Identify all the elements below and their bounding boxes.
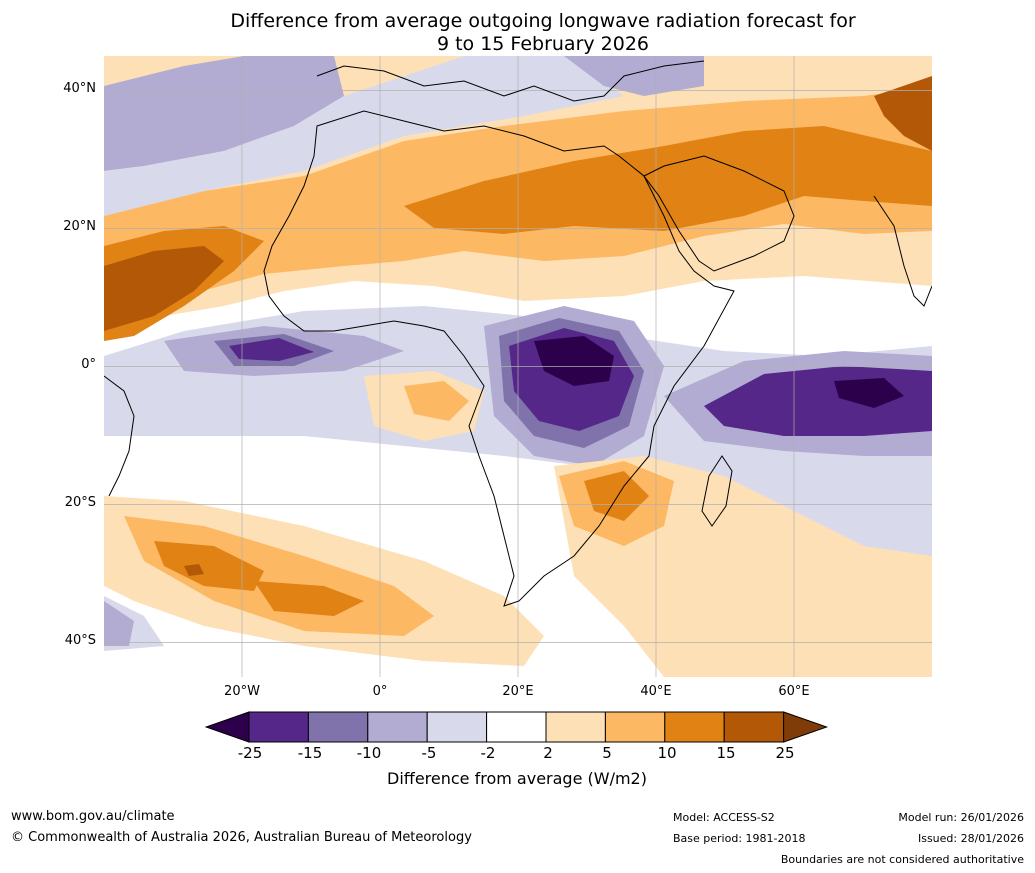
arabia-coastline	[643, 155, 795, 272]
colorbar-title: Difference from average (W/m2)	[387, 769, 647, 788]
anomaly-region-purple-north-atlantic	[104, 56, 344, 171]
anomaly-region-dark-orange-south-atlantic-band	[154, 541, 264, 591]
south-america-coastline	[104, 375, 135, 497]
colorbar-segment	[545, 711, 606, 743]
anomaly-region-purple-europe	[564, 56, 704, 96]
anomaly-region-brown-middle-east	[874, 76, 932, 151]
map-svg	[104, 56, 932, 677]
colorbar-segment	[664, 711, 725, 743]
colorbar-segment	[248, 711, 309, 743]
title-line-2: 9 to 15 February 2026	[436, 33, 650, 55]
anomaly-region-deep-purple-gulf-of-guinea	[229, 338, 314, 361]
colorbar-segment	[723, 711, 785, 743]
colorbar-extend-high	[783, 711, 829, 743]
colorbar-tick-neg5: -5	[421, 744, 437, 762]
europe-coastline	[316, 60, 705, 102]
colorbar-tick-neg25: -25	[237, 744, 263, 762]
colorbar-tick-2: 2	[543, 744, 553, 762]
colorbar-segment	[367, 711, 428, 743]
colorbar	[205, 711, 829, 743]
lon-label-20w: 20°W	[224, 684, 260, 699]
colorbar-segment	[604, 711, 666, 743]
footer-model-run: Model run: 26/01/2026	[898, 811, 1024, 824]
colorbar-tick-neg15: -15	[297, 744, 323, 762]
footer-issued: Issued: 28/01/2026	[917, 832, 1024, 845]
coastlines	[104, 60, 932, 607]
footer-copyright: © Commonwealth of Australia 2026, Austra…	[11, 830, 472, 845]
africa-coastline	[263, 110, 735, 607]
anomaly-region-darkest-purple-central-africa	[534, 336, 614, 386]
lat-label-40n: 40°N	[63, 81, 96, 96]
footer-disclaimer: Boundaries are not considered authoritat…	[780, 853, 1024, 866]
anomaly-region-orange-south-atlantic	[404, 381, 469, 421]
madagascar-coastline	[701, 455, 733, 527]
anomaly-region-dark-orange-southern-africa	[584, 471, 649, 521]
anomaly-region-purple-south-atlantic	[104, 601, 134, 646]
lon-label-20e: 20°E	[502, 684, 534, 699]
colorbar-extend-low	[205, 711, 250, 743]
footer-base-period: Base period: 1981-2018	[673, 832, 806, 845]
colorbar-tick-10: 10	[657, 744, 677, 762]
gridlines	[104, 56, 932, 677]
lat-label-40s: 40°S	[64, 633, 96, 648]
anomaly-region-dark-orange-south-atlantic-band-2	[254, 581, 364, 616]
lon-label-60e: 60°E	[778, 684, 810, 699]
colorbar-tick-15: 15	[716, 744, 736, 762]
colorbar-segment	[426, 711, 488, 743]
lat-label-20s: 20°S	[64, 495, 96, 510]
lon-label-40e: 40°E	[640, 684, 672, 699]
anomaly-region-brown-atlantic	[104, 246, 224, 331]
footer-model: Model: ACCESS-S2	[673, 811, 775, 824]
title-line-1: Difference from average outgoing longwav…	[230, 10, 856, 32]
lat-label-20n: 20°N	[63, 219, 96, 234]
anomaly-region-brown-south-atlantic	[184, 564, 204, 576]
anomaly-region-dark-orange-north	[404, 126, 932, 234]
lat-label-0: 0°	[81, 357, 96, 372]
colorbar-tick-neg2: -2	[480, 744, 496, 762]
anomaly-map	[104, 56, 932, 677]
anomaly-region-darkest-purple-indian-ocean	[834, 378, 904, 408]
india-coastline	[873, 195, 932, 307]
chart-title: Difference from average outgoing longwav…	[0, 10, 1035, 56]
lon-label-0: 0°	[372, 684, 388, 699]
anomaly-region-light-purple-north-atlantic	[104, 56, 624, 216]
colorbar-tick-5: 5	[602, 744, 612, 762]
colorbar-segment	[486, 711, 547, 743]
footer-website[interactable]: www.bom.gov.au/climate	[11, 809, 175, 824]
colorbar-tick-25: 25	[775, 744, 795, 762]
colorbar-segment	[307, 711, 369, 743]
colorbar-tick-neg10: -10	[356, 744, 382, 762]
